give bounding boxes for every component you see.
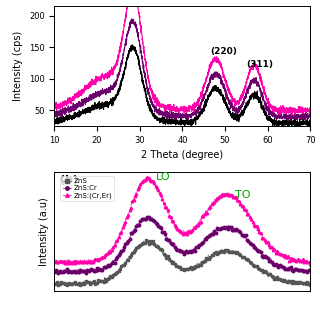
Text: (b): (b) [60, 175, 78, 185]
Text: (311): (311) [246, 60, 273, 69]
Text: (220): (220) [210, 47, 237, 56]
Text: LO: LO [156, 172, 171, 182]
X-axis label: 2 Theta (degree): 2 Theta (degree) [141, 150, 223, 160]
Y-axis label: Intensity (cps): Intensity (cps) [13, 31, 23, 101]
Text: TO: TO [235, 189, 251, 200]
Legend: ZnS, ZnS:Cr, ZnS:(Cr,Er): ZnS, ZnS:Cr, ZnS:(Cr,Er) [60, 176, 115, 201]
Y-axis label: Intensity (a.u): Intensity (a.u) [39, 197, 49, 266]
